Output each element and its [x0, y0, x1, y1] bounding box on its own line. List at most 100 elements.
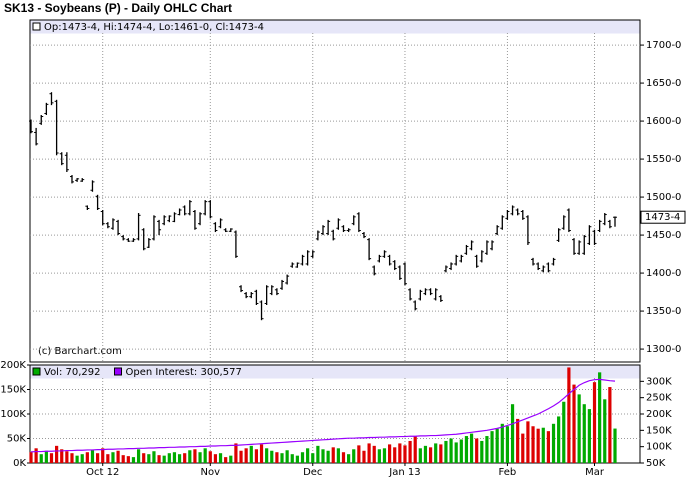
y2-tick-label: 200K	[646, 409, 672, 420]
last-price-box	[640, 210, 686, 224]
volume-bar	[459, 439, 463, 463]
volume-bar	[80, 454, 84, 463]
volume-bar	[95, 453, 100, 463]
volume-bar	[239, 450, 243, 463]
volume-bar	[90, 450, 95, 463]
price-header	[30, 20, 640, 34]
volume-bar	[377, 449, 381, 463]
volume-bar	[183, 453, 187, 463]
y-tick-label: 50K	[7, 434, 27, 445]
volume-bar	[106, 454, 110, 463]
volume-bar	[136, 449, 141, 463]
volume-bar	[557, 416, 561, 463]
volume-bar	[541, 427, 545, 463]
open-interest-line	[30, 378, 616, 453]
volume-bar	[229, 455, 233, 463]
volume-bar	[249, 445, 253, 463]
volume-bar	[546, 431, 551, 463]
volume-bar	[203, 448, 207, 463]
volume-bar	[188, 450, 192, 463]
volume-bar	[275, 452, 279, 463]
volume-bar	[224, 457, 228, 463]
volume-bar	[500, 423, 504, 463]
volume-header	[30, 365, 640, 379]
x-tick-label: Feb	[499, 467, 517, 478]
volume-bar	[352, 449, 356, 463]
volume-bar	[198, 452, 202, 463]
x-tick-label: Jan 13	[388, 467, 420, 478]
volume-bar	[101, 448, 105, 463]
volume-bar	[213, 454, 218, 463]
volume-bar	[408, 440, 412, 463]
volume-bar	[55, 445, 59, 463]
legend-label: Open Interest: 300,577	[126, 367, 242, 378]
last-price-label: 1473-4	[645, 212, 680, 223]
volume-bar	[234, 443, 238, 463]
volume-bar	[567, 367, 571, 463]
volume-bar	[290, 454, 294, 463]
volume-bar	[480, 440, 484, 463]
volume-bar	[65, 451, 69, 463]
volume-bar	[444, 440, 448, 463]
volume-bar	[29, 452, 33, 463]
volume-bar	[326, 450, 330, 463]
volume-bar	[70, 453, 74, 463]
volume-bar	[516, 418, 520, 463]
volume-bar	[295, 455, 299, 463]
y2-tick-label: 150K	[646, 425, 672, 436]
volume-bar	[505, 426, 510, 463]
volume-bar	[531, 426, 535, 463]
volume-bar	[485, 436, 489, 463]
x-tick-label: Mar	[585, 467, 605, 478]
volume-bar	[475, 438, 479, 463]
volume-bar	[362, 450, 366, 463]
volume-bar	[270, 450, 274, 463]
volume-bar	[372, 445, 376, 463]
volume-bar	[551, 423, 556, 463]
y2-tick-label: 250K	[646, 393, 672, 404]
volume-bar	[265, 448, 269, 463]
y-tick-label: 1450-0	[646, 230, 681, 241]
volume-bar	[34, 448, 38, 463]
volume-bar	[341, 452, 346, 463]
volume-bar	[469, 433, 474, 463]
volume-bar	[218, 453, 223, 463]
y-tick-label: 0K	[13, 458, 26, 469]
y-tick-label: 1550-0	[646, 154, 681, 165]
volume-bar	[208, 451, 212, 463]
volume-bar	[577, 394, 581, 463]
y-tick-label: 1400-0	[646, 268, 681, 279]
volume-bar	[49, 453, 54, 463]
volume-bar	[152, 451, 156, 463]
volume-bar	[336, 448, 340, 463]
volume-bar	[608, 387, 612, 463]
volume-bar	[280, 453, 284, 463]
volume-bar	[177, 454, 182, 463]
volume-bar	[398, 443, 402, 463]
volume-bar	[331, 447, 335, 463]
volume-bar	[572, 384, 576, 463]
volume-bar	[434, 443, 438, 463]
volume-bar	[592, 382, 597, 463]
volume-bar	[311, 453, 315, 463]
y-tick-label: 1300-0	[646, 344, 681, 355]
volume-bar	[316, 445, 320, 463]
y2-tick-label: 300K	[646, 376, 672, 387]
volume-bar	[428, 447, 433, 463]
x-tick-label: Nov	[201, 467, 221, 478]
ohlc-header: Op:1473-4, Hi:1474-4, Lo:1461-0, Cl:1473…	[44, 22, 264, 33]
legend-swatch	[32, 367, 41, 376]
volume-bar	[285, 450, 289, 463]
volume-bar	[521, 433, 525, 463]
y-tick-label: 150K	[0, 385, 26, 396]
ohlc-swatch	[32, 22, 41, 31]
x-tick-label: Oct 12	[86, 467, 119, 478]
volume-bar	[306, 448, 310, 463]
volume-bar	[367, 443, 371, 463]
y2-tick-label: 100K	[646, 442, 672, 453]
volume-bar	[510, 404, 515, 463]
volume-bar	[126, 456, 130, 463]
volume-bar	[603, 399, 607, 463]
volume-bar	[172, 452, 177, 463]
